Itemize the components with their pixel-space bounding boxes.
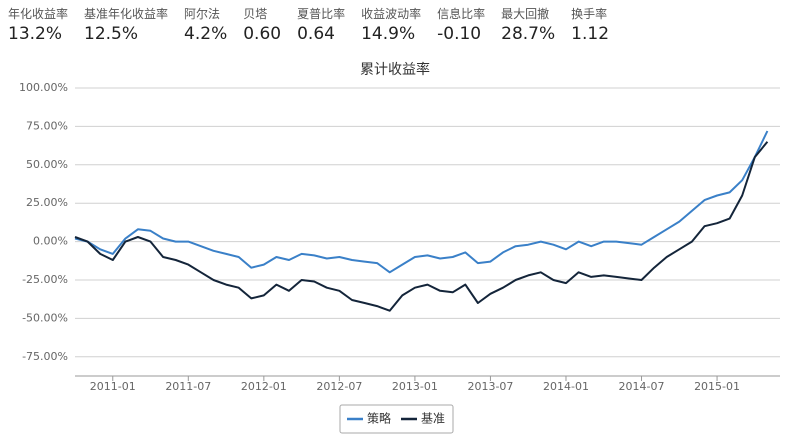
metric-item: 夏普比率 0.64 [297, 6, 345, 46]
x-tick-label: 2011-01 [90, 380, 136, 393]
legend: 策略 基准 [339, 404, 454, 434]
legend-item[interactable]: 基准 [401, 412, 445, 426]
metric-item: 贝塔 0.60 [243, 6, 281, 46]
metric-value: 0.60 [243, 24, 282, 44]
series-line [74, 141, 769, 312]
y-tick-label: 75.00% [26, 119, 68, 132]
metric-value: 0.64 [297, 24, 335, 44]
metric-label: 年化收益率 [8, 7, 69, 21]
metric-label: 换手率 [571, 7, 608, 21]
y-tick-label: 0.00% [33, 235, 68, 248]
metric-item: 信息比率 -0.10 [437, 6, 485, 46]
metric-item: 阿尔法 4.2% [184, 6, 227, 46]
x-tick-label: 2012-07 [316, 380, 362, 393]
chart-title: 累计收益率 [360, 61, 430, 78]
x-tick-label: 2012-01 [241, 380, 287, 393]
metric-item: 换手率 1.12 [571, 6, 609, 46]
x-tick-label: 2011-07 [165, 380, 211, 393]
y-tick-label: -50.00% [22, 311, 68, 324]
y-tick-label: 50.00% [26, 158, 68, 171]
x-tick-label: 2014-07 [619, 380, 665, 393]
legend-label: 基准 [421, 412, 445, 426]
x-tick-label: 2013-01 [392, 380, 438, 393]
metric-value: 28.7% [501, 24, 556, 44]
metric-label: 信息比率 [437, 7, 486, 21]
metric-item: 收益波动率 14.9% [361, 6, 421, 46]
metric-item: 最大回撤 28.7% [501, 6, 555, 46]
y-tick-label: 25.00% [26, 196, 68, 209]
x-tick-label: 2014-01 [543, 380, 589, 393]
metric-value: 1.12 [571, 24, 610, 44]
metric-value: 13.2% [8, 24, 63, 44]
metric-label: 最大回撤 [501, 7, 550, 21]
y-tick-label: -25.00% [22, 273, 68, 286]
metric-value: 14.9% [361, 24, 416, 44]
metric-label: 贝塔 [243, 7, 268, 21]
legend-label: 策略 [367, 411, 391, 426]
metric-label: 基准年化收益率 [84, 7, 169, 21]
metric-value: 12.5% [84, 24, 139, 44]
legend-item[interactable]: 策略 [347, 411, 391, 426]
metric-value: 4.2% [184, 24, 228, 44]
metric-label: 夏普比率 [297, 7, 346, 21]
metric-item: 基准年化收益率 12.5% [84, 6, 168, 46]
metric-item: 年化收益率 13.2% [8, 6, 68, 46]
metric-label: 收益波动率 [361, 7, 422, 21]
series-line [74, 130, 769, 274]
y-tick-label: 100.00% [19, 81, 68, 94]
x-tick-label: 2015-01 [694, 380, 740, 393]
metrics-bar: 年化收益率 13.2% 基准年化收益率 12.5% 阿尔法 4.2% 贝塔 0.60 夏普比率 0… [8, 6, 609, 46]
legend-box [339, 404, 454, 434]
x-tick-label: 2013-07 [467, 380, 513, 393]
y-tick-label: -75.00% [22, 350, 68, 363]
metric-label: 阿尔法 [184, 7, 221, 21]
metric-value: -0.10 [437, 24, 482, 44]
